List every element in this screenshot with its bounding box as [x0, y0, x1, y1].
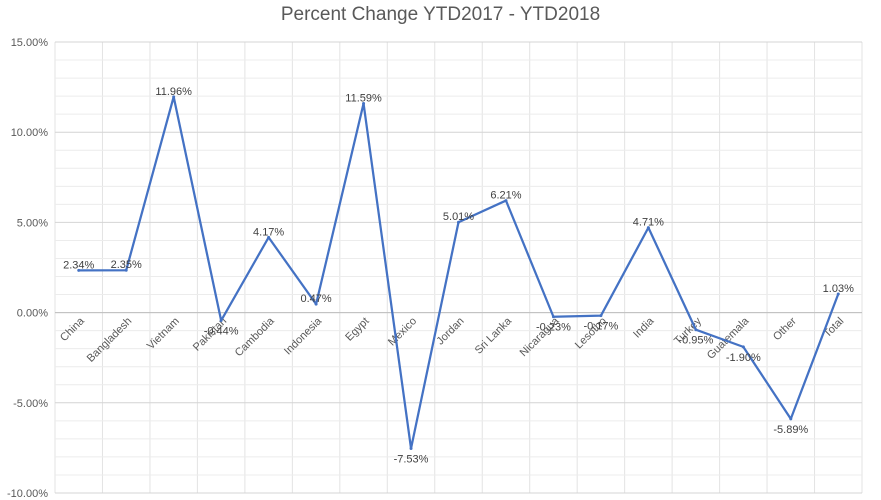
x-tick-label: Sri Lanka	[473, 315, 515, 357]
x-tick-label: Jordan	[434, 315, 466, 347]
data-label: -5.89%	[773, 424, 808, 436]
x-tick-label: Other	[771, 315, 799, 343]
data-label: 4.17%	[253, 226, 284, 238]
data-point	[267, 235, 271, 239]
x-tick-label: Vietnam	[145, 315, 182, 352]
x-tick-label: Indonesia	[282, 315, 325, 358]
x-tick-label: Cambodia	[233, 315, 278, 360]
data-point	[836, 292, 840, 296]
x-tick-label: Mexico	[386, 315, 419, 348]
x-tick-label: Bangladesh	[85, 315, 135, 365]
data-label: -0.17%	[583, 321, 618, 333]
data-label: 11.96%	[155, 86, 192, 98]
data-label: 0.47%	[300, 293, 331, 305]
data-point	[646, 226, 650, 230]
y-tick-label: 15.00%	[11, 37, 49, 49]
x-tick-label: Egypt	[343, 315, 371, 343]
data-point	[219, 319, 223, 323]
data-point	[741, 345, 745, 349]
data-point	[77, 268, 81, 272]
data-label: -1.90%	[726, 352, 761, 364]
data-point	[314, 302, 318, 306]
data-label: 5.01%	[443, 211, 474, 223]
data-point	[409, 446, 413, 450]
data-label: 6.21%	[490, 190, 521, 202]
data-label: 11.59%	[345, 93, 382, 105]
data-point	[694, 328, 698, 332]
data-label: 2.34%	[63, 259, 94, 271]
data-point	[551, 315, 555, 319]
data-label: -7.53%	[394, 453, 429, 465]
y-tick-label: 10.00%	[11, 127, 49, 139]
y-tick-label: 5.00%	[17, 217, 48, 229]
data-label: 1.03%	[823, 283, 854, 295]
data-label: -0.95%	[678, 335, 713, 347]
x-tick-label: China	[58, 315, 87, 344]
y-tick-label: 0.00%	[17, 308, 48, 320]
data-label: -0.44%	[204, 326, 239, 338]
data-point	[172, 95, 176, 99]
data-point	[504, 199, 508, 203]
x-tick-label: India	[631, 315, 657, 341]
data-label: 2.35%	[111, 259, 142, 271]
chart-title: Percent Change YTD2017 - YTD2018	[280, 4, 601, 25]
data-label: -0.23%	[536, 322, 571, 334]
data-point	[362, 102, 366, 106]
y-tick-label: -5.00%	[13, 398, 48, 410]
data-point	[457, 220, 460, 224]
data-label: 4.71%	[633, 217, 664, 229]
y-tick-label: -10.00%	[7, 488, 48, 500]
data-point	[599, 314, 603, 318]
data-point	[124, 268, 128, 272]
series-line	[77, 95, 840, 450]
data-point	[789, 417, 793, 421]
